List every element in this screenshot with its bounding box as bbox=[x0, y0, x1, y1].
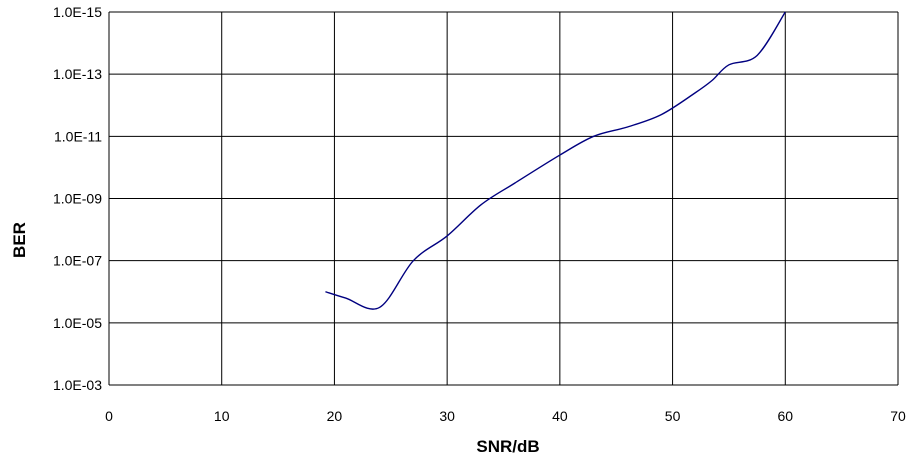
y-tick-label: 1.0E-13 bbox=[53, 66, 102, 82]
y-tick-label: 1.0E-07 bbox=[53, 253, 102, 269]
y-tick-label: 1.0E-09 bbox=[53, 191, 102, 207]
y-tick-label: 1.0E-03 bbox=[53, 377, 102, 393]
y-tick-label: 1.0E-15 bbox=[53, 4, 102, 20]
series-line bbox=[325, 11, 786, 310]
x-tick-label: 0 bbox=[105, 408, 113, 424]
y-tick-label: 1.0E-11 bbox=[54, 128, 102, 144]
x-tick-label: 30 bbox=[439, 408, 455, 424]
x-tick-label: 70 bbox=[890, 408, 906, 424]
y-tick-labels: 1.0E-15 1.0E-13 1.0E-11 1.0E-09 1.0E-07 1.0E-… bbox=[53, 4, 102, 393]
x-tick-label: 10 bbox=[214, 408, 230, 424]
grid bbox=[108, 11, 899, 386]
x-tick-label: 60 bbox=[777, 408, 793, 424]
x-tick-label: 40 bbox=[552, 408, 568, 424]
y-axis-title: BER bbox=[10, 222, 29, 258]
x-tick-labels: 0 10 20 30 40 50 60 70 bbox=[105, 408, 906, 424]
series-group bbox=[325, 11, 786, 310]
y-tick-label: 1.0E-05 bbox=[53, 315, 102, 331]
x-tick-label: 50 bbox=[665, 408, 681, 424]
x-axis-title: SNR/dB bbox=[476, 437, 539, 456]
x-tick-label: 20 bbox=[327, 408, 343, 424]
